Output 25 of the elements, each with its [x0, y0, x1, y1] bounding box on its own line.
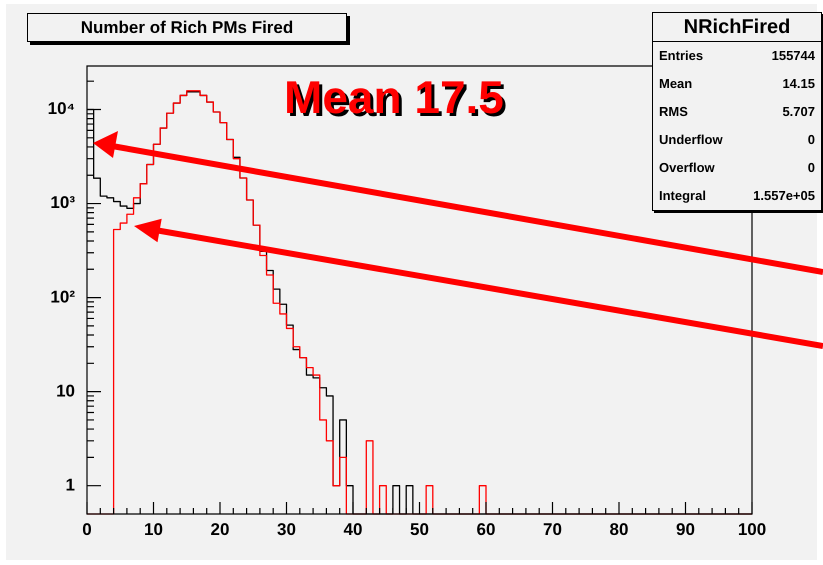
x-tick-label: 40	[344, 520, 362, 539]
y-tick-label: 10³	[50, 193, 76, 212]
annotation: Mean 17.5	[284, 70, 504, 124]
x-tick-label: 10	[144, 520, 163, 539]
y-tick-label: 1	[66, 475, 75, 494]
x-tick-label: 80	[610, 520, 628, 539]
text: Overflow 0	[659, 160, 815, 175]
chart-title: Number of Rich PMs Fired	[27, 13, 347, 42]
text: Integral 1.557e+05	[659, 188, 815, 203]
x-tick-label: 50	[410, 520, 429, 539]
text: Underflow 0	[659, 132, 815, 147]
x-tick-label: 0	[82, 520, 92, 539]
x-tick-label: 70	[543, 520, 562, 539]
x-tick-label: 20	[210, 520, 230, 539]
x-tick-label: 90	[676, 520, 695, 539]
y-tick-label: 10⁴	[48, 99, 75, 118]
y-tick-label: 10²	[50, 287, 76, 306]
y-tick-label: 10	[56, 381, 75, 400]
x-tick-label: 100	[738, 520, 766, 539]
x-tick-label: 60	[476, 520, 496, 539]
text: Mean 14.15	[659, 76, 815, 91]
text: Entries 155744	[659, 48, 815, 63]
x-tick-label: 30	[277, 520, 296, 539]
text: NRichFired	[653, 13, 821, 42]
text: RMS 5.707	[659, 104, 815, 119]
